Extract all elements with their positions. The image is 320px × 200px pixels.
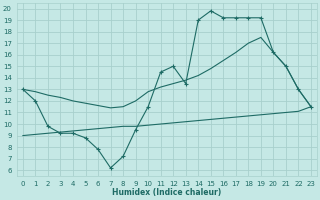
X-axis label: Humidex (Indice chaleur): Humidex (Indice chaleur): [112, 188, 221, 197]
